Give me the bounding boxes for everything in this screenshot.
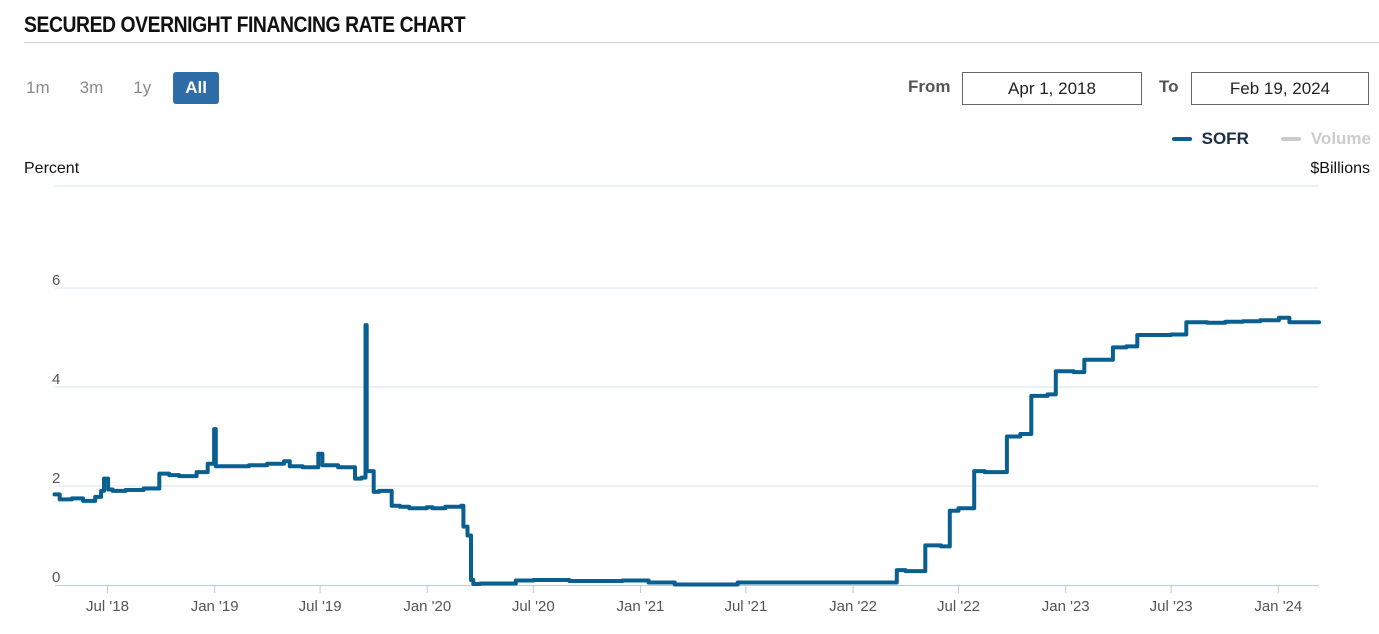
legend-swatch-volume [1280,137,1301,141]
page-title: SECURED OVERNIGHT FINANCING RATE CHART [24,12,466,37]
x-tick-label: Jan '21 [617,598,665,615]
range-1y-button[interactable]: 1y [133,78,152,97]
from-date-input[interactable]: Apr 1, 2018 [962,72,1142,105]
legend-swatch-sofr [1171,137,1192,141]
to-date-input[interactable]: Feb 19, 2024 [1191,72,1369,105]
x-tick-label: Jul '21 [724,598,767,615]
to-label: To [1159,77,1179,96]
chart-legend: SOFR Volume [1150,129,1371,149]
legend-label-sofr: SOFR [1201,129,1249,148]
range-all-button[interactable]: All [173,72,219,104]
x-tick-label: Jan '20 [403,598,451,615]
x-tick-label: Jan '24 [1254,598,1302,615]
legend-label-volume: Volume [1310,129,1371,148]
x-tick-label: Jul '23 [1150,598,1193,615]
x-tick-label: Jul '18 [86,598,129,615]
y2-axis-title: $Billions [1310,160,1370,177]
x-tick-label: Jan '23 [1042,598,1090,615]
x-tick-label: Jan '22 [829,598,877,615]
x-tick-label: Jul '20 [512,598,555,615]
title-divider [24,42,1379,43]
from-label: From [908,77,951,96]
y-tick-label: 0 [52,569,60,586]
range-1m-button[interactable]: 1m [26,78,50,97]
y-tick-label: 2 [52,470,60,487]
y-axis-title: Percent [24,160,80,177]
y-tick-label: 6 [52,272,60,289]
x-tick-label: Jan '19 [191,598,239,615]
sofr-series-line [52,315,1321,587]
range-selector: 1m 3m 1y All [18,72,229,104]
y-tick-label: 4 [52,371,60,388]
range-3m-button[interactable]: 3m [79,78,104,97]
legend-item-volume[interactable]: Volume [1280,129,1371,149]
x-tick-label: Jul '22 [937,598,980,615]
legend-item-sofr[interactable]: SOFR [1171,129,1249,149]
x-tick-label: Jul '19 [299,598,342,615]
